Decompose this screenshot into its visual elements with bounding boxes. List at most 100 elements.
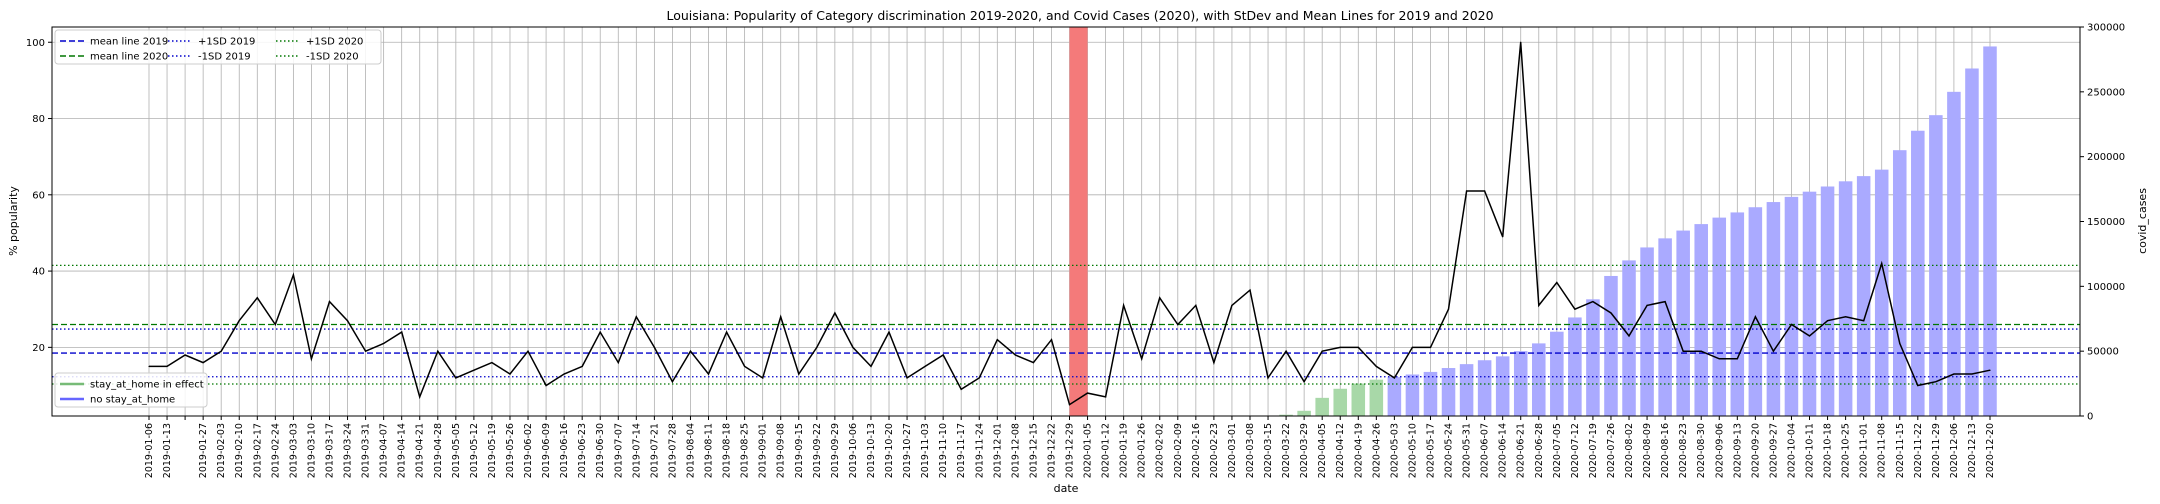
x-tick-label: 2020-07-19: [1588, 423, 1599, 478]
covid-bar: [1712, 217, 1727, 416]
popularity-point: [834, 312, 836, 314]
popularity-point: [1447, 308, 1450, 310]
popularity-point: [1303, 381, 1305, 383]
x-tick-label: 2019-12-22: [1046, 423, 1057, 478]
popularity-point: [1429, 346, 1432, 348]
x-tick-label: 2020-09-06: [1714, 423, 1725, 478]
popularity-point: [1754, 316, 1756, 318]
x-tick-label: 2020-09-20: [1750, 423, 1761, 478]
popularity-point: [1592, 300, 1594, 303]
x-tick-label: 2019-07-07: [613, 423, 624, 478]
popularity-point: [419, 396, 421, 398]
covid-bar: [1802, 191, 1817, 416]
popularity-point: [1321, 350, 1323, 352]
covid-bar: [1983, 46, 1997, 416]
x-tick-label: 2019-10-06: [848, 423, 859, 478]
popularity-point: [1646, 304, 1648, 307]
x-tick-label: 2019-06-16: [559, 423, 570, 478]
x-tick-label: 2020-04-26: [1371, 423, 1382, 478]
legend-bottom-box: [54, 372, 208, 408]
x-tick-label: 2020-04-19: [1353, 423, 1364, 478]
covid-bar: [1423, 371, 1438, 416]
popularity-point: [1682, 350, 1684, 352]
x-tick-label: 2020-07-12: [1570, 423, 1581, 478]
legend-top: mean line 2019 mean line 2020 +1SD 2019 -1S…: [54, 29, 382, 65]
popularity-point: [256, 297, 258, 299]
popularity-point: [888, 331, 890, 333]
popularity-point: [364, 350, 367, 352]
popularity-point: [996, 339, 998, 341]
x-tick-label: 2019-02-03: [216, 423, 227, 478]
popularity-point: [617, 362, 619, 364]
popularity-point: [1772, 350, 1775, 352]
popularity-point: [1826, 320, 1829, 322]
popularity-point: [1610, 312, 1612, 314]
y2-tick-label: 100000: [2087, 282, 2125, 293]
popularity-point: [1195, 304, 1197, 307]
x-tick-label: 2020-02-09: [1173, 423, 1184, 478]
x-tick-label: 2019-01-27: [198, 423, 209, 478]
popularity-point: [635, 316, 637, 318]
x-tick-label: 2019-04-14: [397, 423, 408, 478]
y-tick-label: 40: [32, 267, 45, 278]
y-axis-label: % popularity: [7, 186, 20, 256]
y2-tick-label: 250000: [2087, 87, 2125, 98]
popularity-point: [1014, 354, 1016, 356]
y-axis: 20 40 60 80 100: [26, 38, 52, 354]
popularity-point: [906, 377, 908, 379]
covid-bar: [1550, 331, 1564, 416]
covid-bar: [1405, 374, 1420, 416]
x-tick-label: 2020-03-15: [1263, 423, 1274, 478]
x-tick-label: 2019-08-18: [722, 423, 733, 478]
popularity-point: [1899, 342, 1901, 345]
x-tick-label: 2019-09-22: [812, 423, 823, 478]
x-tick-label: 2019-11-24: [974, 423, 985, 478]
covid-bar: [1676, 230, 1690, 416]
x-tick-label: 2020-08-30: [1696, 423, 1707, 478]
popularity-point: [1177, 323, 1179, 326]
x-tick-label: 2019-11-17: [956, 423, 967, 478]
popularity-point: [184, 354, 186, 356]
popularity-point: [1556, 281, 1558, 284]
x-tick-label: 2019-03-10: [306, 423, 317, 478]
popularity-point: [581, 365, 583, 368]
covid-bar: [1495, 356, 1510, 416]
x-tick-label: 2020-01-05: [1083, 423, 1094, 478]
y-tick-label: 20: [32, 343, 45, 354]
y-tick-label: 60: [32, 190, 45, 201]
x-tick-label: 2019-07-21: [649, 423, 660, 478]
x-tick-label: 2020-12-06: [1949, 423, 1960, 478]
popularity-point: [1700, 350, 1702, 352]
x-tick-label: 2019-12-08: [1010, 423, 1021, 478]
popularity-point: [527, 350, 529, 352]
x-tick-label: 2020-08-23: [1678, 423, 1689, 478]
x-tick-label: 2019-03-24: [343, 423, 354, 478]
popularity-point: [1141, 358, 1143, 360]
x-tick-label: 2019-12-01: [992, 423, 1003, 478]
x-tick-label: 2020-10-18: [1823, 423, 1834, 478]
popularity-point: [1736, 358, 1738, 360]
x-tick-label: 2020-03-29: [1299, 423, 1310, 478]
x-tick-label: 2019-10-20: [884, 423, 895, 478]
covid-bar: [1459, 364, 1474, 416]
popularity-point: [1357, 346, 1359, 348]
popularity-point: [202, 362, 204, 364]
popularity-point: [1718, 358, 1720, 360]
popularity-point: [599, 331, 601, 333]
popularity-line-group: [148, 41, 1991, 406]
y2-tick-label: 200000: [2087, 152, 2125, 163]
popularity-point: [924, 365, 926, 368]
x-tick-label: 2020-02-02: [1155, 423, 1166, 478]
popularity-point: [1032, 362, 1035, 364]
x-tick-label: 2020-08-16: [1660, 423, 1671, 478]
legend-label: +1SD 2020: [306, 37, 363, 48]
popularity-point: [220, 350, 222, 352]
legend-label: mean line 2020: [90, 52, 168, 63]
x-tick-label: 2020-05-24: [1444, 423, 1455, 478]
x-tick-label: 2020-11-08: [1877, 423, 1888, 478]
covid-bar: [1730, 212, 1745, 416]
popularity-point: [1339, 346, 1341, 348]
reference-lines: [52, 264, 2080, 385]
x-tick-label: 2019-03-31: [361, 423, 372, 478]
x-tick-label: 2019-06-09: [541, 423, 552, 478]
